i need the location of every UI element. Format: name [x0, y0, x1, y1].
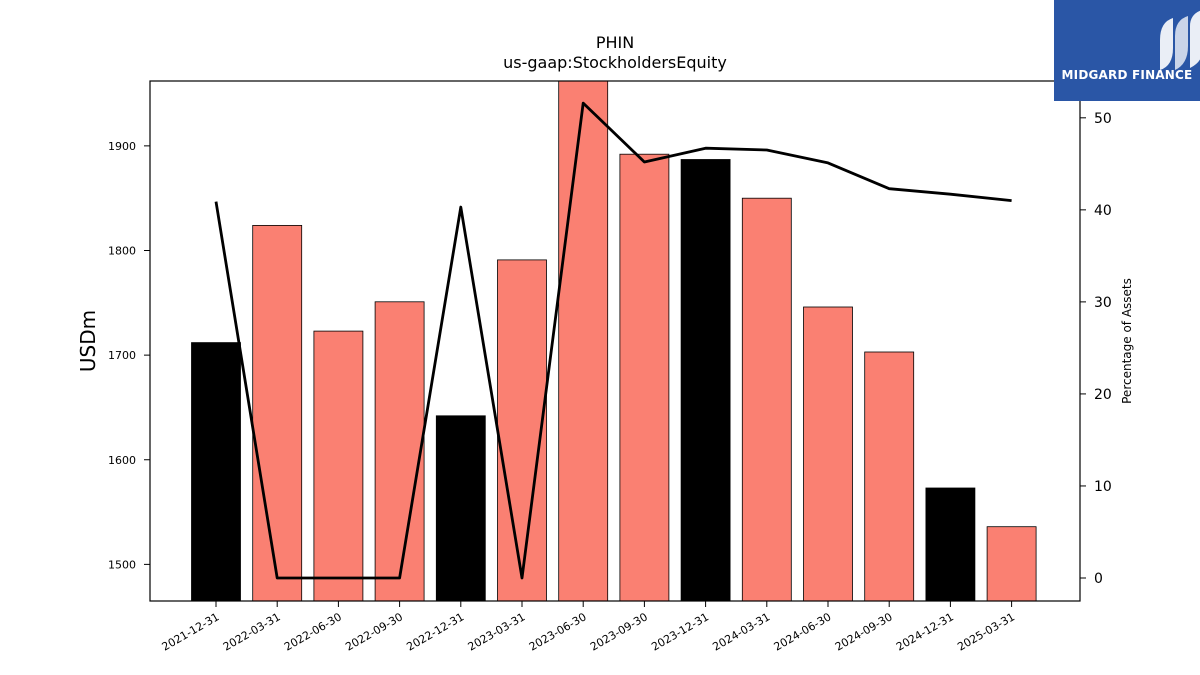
x-tick-label: 2021-12-31: [160, 610, 222, 653]
y2-tick-label: 20: [1094, 387, 1112, 403]
percentage-of-assets-line: [214, 101, 1012, 580]
x-tick-label: 2024-12-31: [894, 610, 956, 653]
y-tick-label: 1700: [108, 349, 136, 362]
x-tick-label: 2024-09-30: [833, 610, 895, 653]
x-tick-label: 2023-06-30: [527, 610, 589, 653]
y2-tick-label: 40: [1094, 203, 1112, 219]
y2-tick-label: 30: [1094, 295, 1112, 311]
x-tick-label: 2023-03-31: [466, 610, 528, 653]
y2-axis: 0 10 20 30 40 50: [1080, 111, 1112, 587]
y2-tick-label: 50: [1094, 111, 1112, 127]
bar-2022-12-31: [435, 415, 486, 601]
brand-logo: MIDGARD FINANCE: [1054, 0, 1200, 101]
bar-2023-12-31: [680, 159, 731, 601]
y-tick-label: 1600: [108, 454, 136, 467]
y-axis-label: USDm: [76, 310, 100, 372]
bar-2021-12-31: [191, 342, 241, 601]
x-tick-label: 2023-12-31: [649, 610, 711, 653]
y-tick-label: 1900: [108, 140, 136, 153]
bar-2022-06-30: [313, 330, 364, 601]
bar-2024-06-30: [803, 306, 853, 601]
y2-tick-label: 10: [1094, 479, 1112, 495]
x-tick-label: 2022-03-31: [221, 610, 283, 653]
plot-frame: [149, 80, 1081, 602]
y-tick-label: 1800: [108, 244, 136, 257]
bar-2024-12-31: [925, 487, 976, 601]
x-axis: 2021-12-31 2022-03-31 2022-06-30 2022-09-30…: [160, 601, 1017, 654]
x-tick-label: 2022-06-30: [282, 610, 344, 653]
x-tick-label: 2024-06-30: [772, 610, 834, 653]
y2-axis-label: Percentage of Assets: [1120, 278, 1134, 404]
brand-name: MIDGARD FINANCE: [1061, 68, 1193, 82]
bar-2022-03-31: [252, 224, 303, 601]
x-tick-label: 2025-03-31: [955, 610, 1017, 653]
x-tick-label: 2022-12-31: [404, 610, 466, 653]
y2-tick-label: 0: [1094, 571, 1103, 587]
x-tick-label: 2023-09-30: [588, 610, 650, 653]
bar-2023-09-30: [619, 153, 670, 601]
bar-2022-09-30: [374, 301, 425, 601]
bar-series: [191, 81, 1037, 601]
bar-2023-03-31: [497, 259, 547, 601]
bar-2023-06-30: [558, 81, 609, 601]
bar-2024-09-30: [864, 351, 915, 601]
line-series: [214, 101, 1012, 580]
chart-title: PHIN: [596, 33, 634, 52]
y-tick-label: 1500: [108, 558, 136, 571]
bar-2024-03-31: [741, 197, 792, 601]
y-axis: 1500 1600 1700 1800 1900: [108, 140, 150, 571]
midgard-logo-icon: [1160, 10, 1200, 70]
bar-2025-03-31: [986, 526, 1037, 601]
chart-subtitle: us-gaap:StockholdersEquity: [503, 53, 727, 72]
x-tick-label: 2024-03-31: [710, 610, 772, 653]
x-tick-label: 2022-09-30: [343, 610, 405, 653]
